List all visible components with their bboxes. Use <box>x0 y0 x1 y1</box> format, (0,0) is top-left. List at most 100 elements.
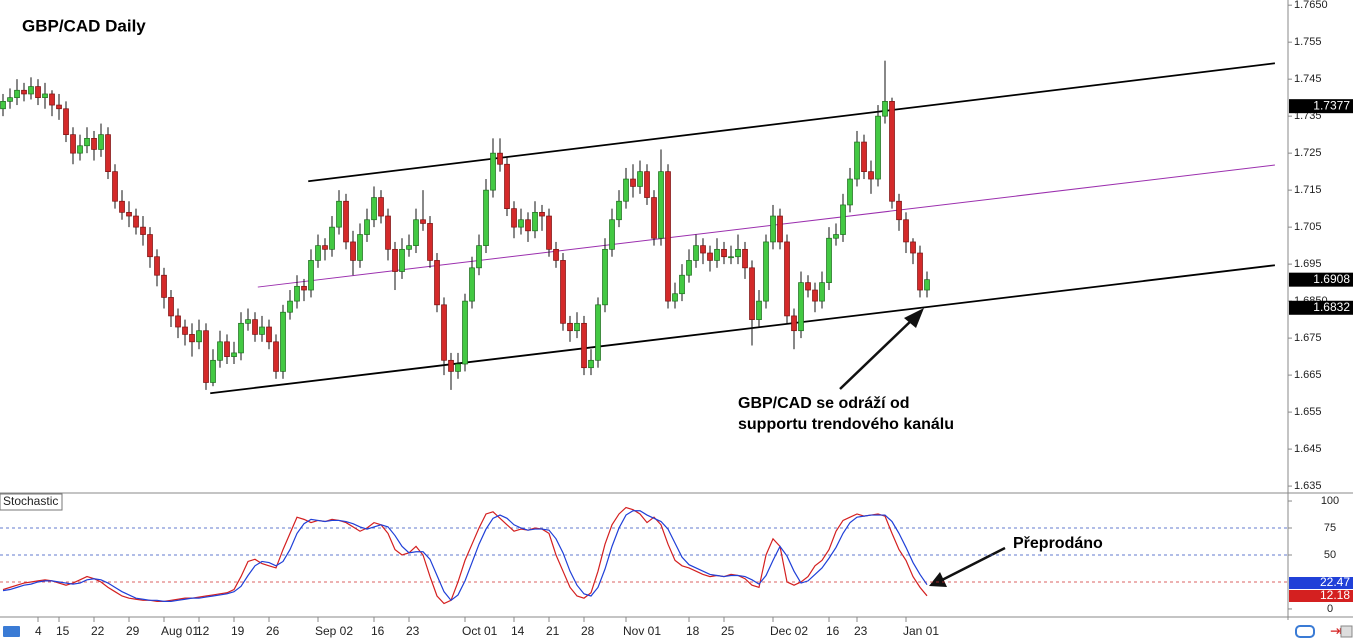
x-tick-label: 25 <box>721 624 735 638</box>
x-tick-label: 12 <box>196 624 210 638</box>
candle-body <box>189 334 195 343</box>
candle-body <box>182 326 188 335</box>
candle-body <box>266 326 272 343</box>
candle-body <box>63 108 69 136</box>
candle-body <box>567 322 573 332</box>
candle-body <box>315 245 321 261</box>
candle-body <box>322 245 328 250</box>
candle-body <box>336 200 342 228</box>
arrow <box>839 317 915 390</box>
y-tick-label: 1.725 <box>1294 147 1322 159</box>
candle-body <box>777 215 783 243</box>
candle-body <box>119 200 125 213</box>
candle-body <box>168 297 174 317</box>
candle-body <box>406 245 412 250</box>
candle-body <box>644 171 650 198</box>
candle-body <box>427 223 433 261</box>
candle-body <box>399 248 405 272</box>
x-tick-label: Nov 01 <box>623 624 661 638</box>
candle-body <box>889 101 895 202</box>
candle-body <box>203 330 209 383</box>
candle-body <box>588 359 594 369</box>
candle-body <box>875 115 881 180</box>
candle-body <box>784 241 790 317</box>
icon[interactable] <box>3 626 20 637</box>
candle-body <box>301 285 307 291</box>
candle-body <box>147 234 153 258</box>
arrow <box>941 546 1006 582</box>
chart-title: GBP/CAD Daily <box>22 16 146 35</box>
candle-body <box>735 248 741 258</box>
candle-body <box>434 260 440 306</box>
candle-body <box>161 274 167 298</box>
candle-body <box>56 104 62 110</box>
candle-body <box>413 219 419 246</box>
candle-body <box>756 300 762 320</box>
candle-body <box>854 141 860 180</box>
y-tick-label: 1.665 <box>1294 369 1322 381</box>
annotation: supportu trendového kanálu <box>738 416 954 433</box>
candle-body <box>623 178 629 202</box>
candle-body <box>462 300 468 365</box>
y-tick-label: 1.745 <box>1294 73 1322 85</box>
candle-body <box>483 189 489 246</box>
annotation: Přeprodáno <box>1013 535 1103 552</box>
panel-label-box <box>0 493 63 511</box>
value-tag-label: 22.47 <box>1320 575 1350 589</box>
candle-body <box>70 134 76 154</box>
candle-body <box>819 282 825 302</box>
y-tick-label: 1.705 <box>1294 221 1322 233</box>
candle-body <box>21 89 27 95</box>
candle-body <box>700 245 706 254</box>
candle-body <box>763 241 769 302</box>
x-tick-label: Dec 02 <box>770 624 808 638</box>
y-tick-label: 1.7650 <box>1294 0 1328 11</box>
x-tick-label: 16 <box>371 624 385 638</box>
candle-body <box>749 267 755 320</box>
candle-body <box>616 200 622 221</box>
icon[interactable]: ⇥ <box>1330 623 1342 639</box>
candle-body <box>560 260 566 324</box>
candle-body <box>518 219 524 228</box>
candle-body <box>126 211 132 217</box>
candle-body <box>420 219 426 224</box>
candle-body <box>364 219 370 235</box>
candle-body <box>721 248 727 258</box>
candle-body <box>28 86 34 95</box>
candle-body <box>658 171 664 239</box>
candle-body <box>553 248 559 261</box>
candle-body <box>574 322 580 332</box>
candle-body <box>7 97 13 102</box>
x-tick-label: 15 <box>56 624 70 638</box>
candle-body <box>294 285 300 302</box>
candle-body <box>455 363 461 372</box>
candle-body <box>273 341 279 372</box>
candle-body <box>609 219 615 250</box>
y-tick-label: 1.655 <box>1294 406 1322 418</box>
candle-body <box>693 245 699 261</box>
candle-body <box>77 145 83 154</box>
price-tag-label: 1.7377 <box>1313 98 1350 112</box>
x-tick-label: 19 <box>231 624 245 638</box>
candle-body <box>112 171 118 202</box>
candle-body <box>49 93 55 106</box>
candle-body <box>707 252 713 261</box>
candle-body <box>14 89 20 99</box>
icon[interactable] <box>1340 625 1353 638</box>
icon[interactable] <box>1295 625 1315 638</box>
candle-body <box>910 241 916 254</box>
candle-body <box>581 322 587 369</box>
channel-line <box>210 264 1276 395</box>
candle-body <box>252 319 258 335</box>
candle-body <box>882 101 888 117</box>
candle-body <box>861 141 867 172</box>
y-tick-label: 1.635 <box>1294 480 1322 492</box>
annotation-box <box>718 398 1016 456</box>
candle-body <box>140 226 146 235</box>
candle-body <box>343 200 349 243</box>
y-tick-label: 0 <box>1327 603 1333 615</box>
candle-body <box>805 282 811 291</box>
price-tag <box>1289 272 1353 287</box>
